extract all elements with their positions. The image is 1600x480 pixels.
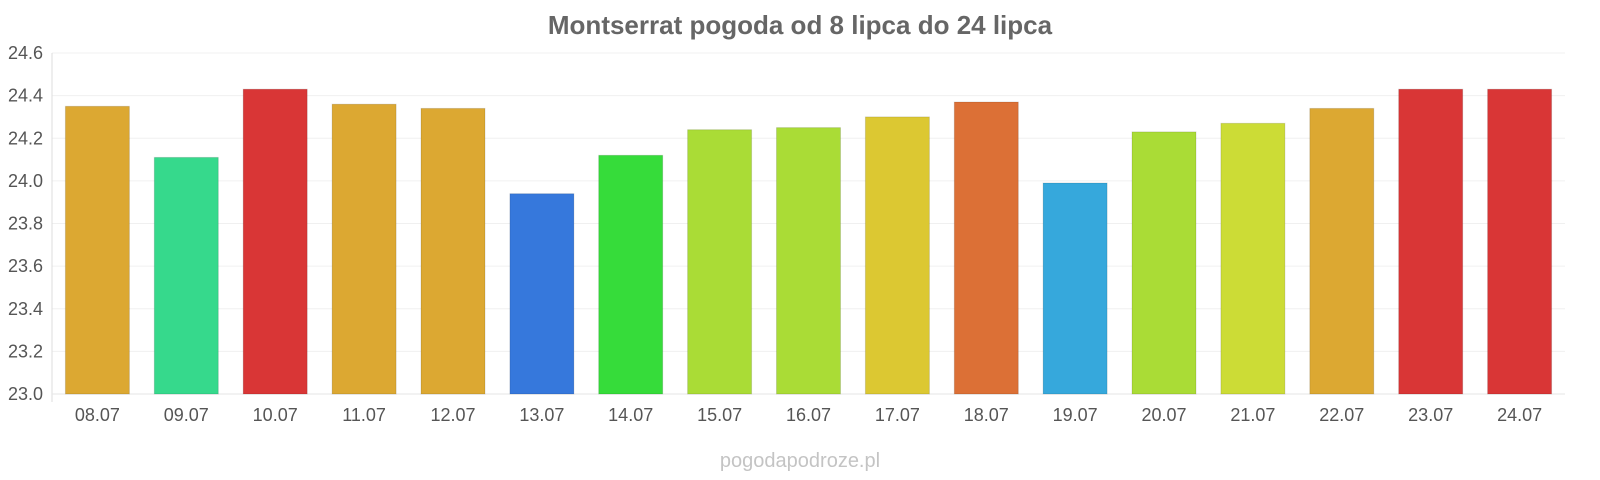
bar <box>1398 88 1464 395</box>
y-tick-label: 24.4 <box>8 86 43 106</box>
bar <box>153 156 219 395</box>
x-tick-label: 18.07 <box>964 405 1009 425</box>
x-tick-label: 22.07 <box>1319 405 1364 425</box>
bar <box>1220 122 1286 395</box>
x-tick-label: 16.07 <box>786 405 831 425</box>
y-tick-label: 23.8 <box>8 214 43 234</box>
x-tick-label: 10.07 <box>253 405 298 425</box>
bar <box>64 105 130 395</box>
x-tick-label: 23.07 <box>1408 405 1453 425</box>
x-tick-label: 15.07 <box>697 405 742 425</box>
bar <box>1042 182 1108 395</box>
y-tick-label: 24.0 <box>8 171 43 191</box>
x-tick-label: 12.07 <box>430 405 475 425</box>
x-tick-label: 11.07 <box>342 405 386 425</box>
x-tick-label: 13.07 <box>519 405 564 425</box>
y-tick-labels: 23.0 23.2 23.4 23.6 23.8 24.0 24.2 24.4 24.6 <box>8 43 43 404</box>
x-tick-label: 09.07 <box>164 405 209 425</box>
x-tick-label: 21.07 <box>1230 405 1275 425</box>
y-tick-label: 24.6 <box>8 43 43 63</box>
bar <box>598 154 664 395</box>
x-tick-label: 17.07 <box>875 405 920 425</box>
bar <box>687 129 753 395</box>
x-tick-label: 20.07 <box>1141 405 1186 425</box>
watermark: pogodapodroze.pl <box>719 450 881 472</box>
bar <box>1131 131 1197 395</box>
bar <box>953 101 1019 395</box>
x-tick-label: 08.07 <box>75 405 120 425</box>
y-tick-label: 23.6 <box>8 256 43 276</box>
bar <box>1487 88 1553 395</box>
bars <box>64 88 1553 395</box>
y-tick-label: 23.4 <box>8 299 43 319</box>
x-tick-labels: 08.07 09.07 10.07 11.07 12.07 13.07 14.07 15.07… <box>75 405 1542 425</box>
y-tick-label: 23.0 <box>8 384 43 404</box>
bar <box>420 107 486 395</box>
y-tick-label: 23.2 <box>8 341 43 361</box>
x-tick-label: 19.07 <box>1053 405 1098 425</box>
bar <box>776 127 841 395</box>
bar <box>1309 107 1375 395</box>
y-tick-label: 24.2 <box>8 128 43 148</box>
bar <box>331 103 397 395</box>
chart-title: Montserrat pogoda od 8 lipca do 24 lipca <box>547 10 1053 40</box>
x-tick-label: 24.07 <box>1497 405 1542 425</box>
bar <box>864 116 930 395</box>
bar <box>509 193 575 395</box>
bar <box>242 88 308 395</box>
x-tick-label: 14.07 <box>608 405 653 425</box>
